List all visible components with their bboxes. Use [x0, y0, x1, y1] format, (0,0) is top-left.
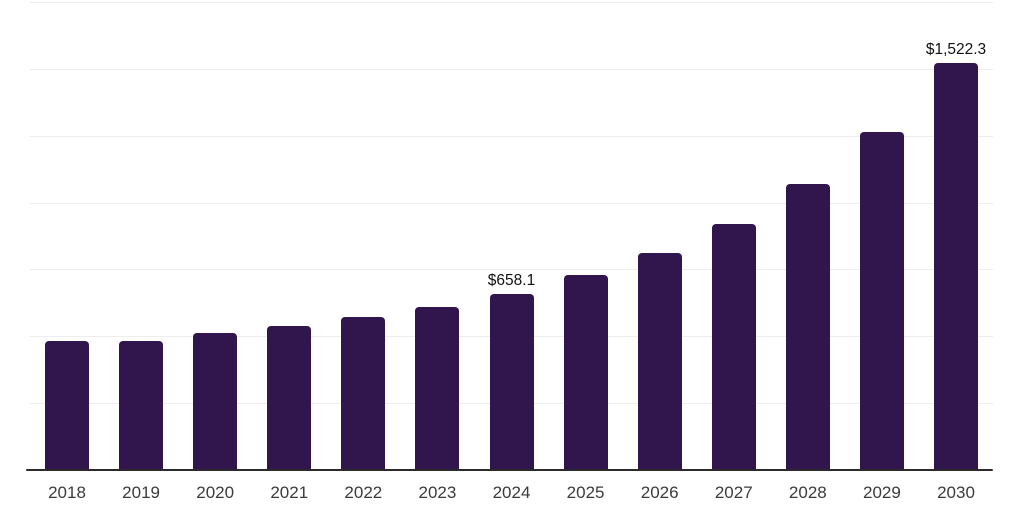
- bar-2022: [341, 317, 386, 470]
- x-axis-tick-label: 2029: [862, 483, 901, 502]
- bar-2018: [45, 341, 89, 470]
- bar-2021: [267, 326, 312, 470]
- x-axis-tick-label: 2021: [270, 483, 309, 502]
- plot-area: 2018 2019 2020 2021 2022 2023 2024 $658.1 2025 20…: [30, 2, 993, 502]
- x-axis-tick-label: 2018: [48, 483, 86, 502]
- x-axis-tick-label: 2025: [566, 483, 605, 502]
- x-axis-tick-label: 2020: [196, 483, 235, 502]
- bar-2020: [193, 333, 238, 470]
- x-axis-line: [26, 469, 993, 471]
- x-axis-tick-label: 2028: [788, 483, 827, 502]
- bar-2027: [711, 223, 756, 470]
- bar-2029: [859, 132, 904, 470]
- gridline: [30, 2, 993, 3]
- bar-2025: [563, 275, 608, 470]
- bar-2023: [415, 306, 460, 470]
- gridline: [30, 68, 993, 70]
- gridline: [30, 269, 993, 271]
- bar-2024: [489, 294, 534, 470]
- x-axis-tick-label: 2030: [937, 483, 975, 502]
- bar-2028: [785, 184, 830, 470]
- x-axis-tick-label: 2022: [344, 483, 383, 502]
- x-axis-tick-label: 2027: [714, 483, 753, 502]
- x-axis-tick-label: 2023: [418, 483, 457, 502]
- data-label: $1,522.3: [925, 40, 987, 58]
- bar-2030: [934, 62, 978, 470]
- bar-2026: [637, 252, 682, 470]
- bar-2019: [119, 341, 164, 470]
- gridline: [30, 202, 993, 204]
- x-axis-tick-label: 2026: [640, 483, 679, 502]
- data-label: $658.1: [487, 272, 536, 290]
- x-axis-tick-label: 2019: [122, 483, 160, 502]
- x-axis-tick-label: 2024: [492, 483, 531, 502]
- gridline: [30, 135, 993, 137]
